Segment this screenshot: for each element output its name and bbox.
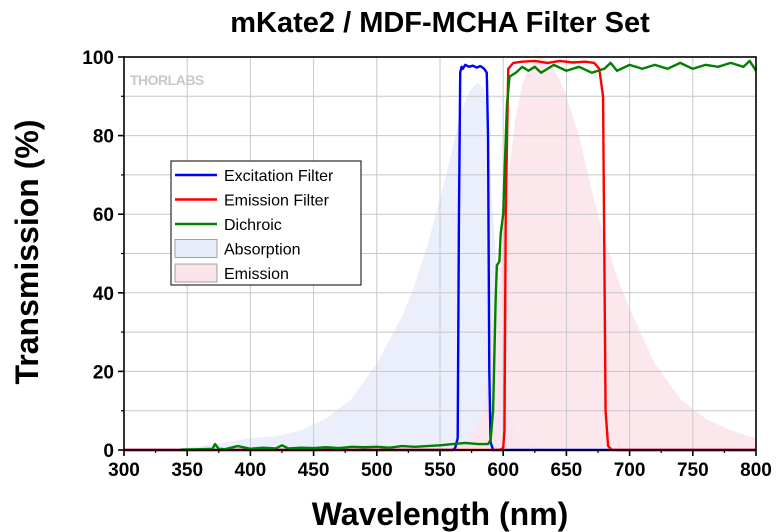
line-series-group xyxy=(124,59,758,452)
plot-area: THORLABS xyxy=(123,56,758,452)
legend-label-emission-filter: Emission Filter xyxy=(224,193,330,210)
y-tick-label: 60 xyxy=(93,205,114,226)
legend-label-emission: Emission xyxy=(224,266,289,283)
x-tick-label: 350 xyxy=(171,460,203,481)
emission-filter-line xyxy=(124,59,756,452)
x-tick-label: 400 xyxy=(235,460,267,481)
legend-label-absorption: Absorption xyxy=(224,242,301,259)
legend-label-excitation-filter: Excitation Filter xyxy=(224,168,334,185)
axis-ticks xyxy=(118,56,757,456)
y-tick-label: 100 xyxy=(82,48,114,69)
x-tick-label: 600 xyxy=(487,460,519,481)
y-tick-label: 20 xyxy=(93,362,114,383)
x-tick-label: 550 xyxy=(424,460,456,481)
y-tick-label: 0 xyxy=(103,441,114,462)
legend-swatch-emission xyxy=(174,263,218,283)
excitation-filter-line xyxy=(124,63,756,452)
x-tick-label: 450 xyxy=(298,460,330,481)
y-tick-label: 80 xyxy=(93,127,114,148)
dichroic-line xyxy=(180,59,758,451)
x-tick-label: 650 xyxy=(551,460,583,481)
x-axis-title: Wavelength (nm) xyxy=(312,496,569,532)
y-tick-label: 40 xyxy=(93,284,114,305)
x-tick-label: 800 xyxy=(740,460,772,481)
x-tick-label: 700 xyxy=(614,460,646,481)
legend: Excitation Filter Emission Filter Dichroic… xyxy=(170,160,362,286)
legend-swatch-absorption xyxy=(174,239,218,258)
legend-label-dichroic: Dichroic xyxy=(224,217,282,234)
x-tick-label: 300 xyxy=(108,460,140,481)
y-axis-title: Transmission (%) xyxy=(9,120,45,385)
chart-title: mKate2 / MDF-MCHA Filter Set xyxy=(230,7,650,39)
axis-tick-labels: 300 350 400 450 500 550 600 650 700 750 800 0 20 40 60… xyxy=(82,48,772,481)
thorlabs-watermark-text: THORLABS xyxy=(130,72,204,88)
x-tick-label: 500 xyxy=(361,460,393,481)
x-tick-label: 750 xyxy=(677,460,709,481)
